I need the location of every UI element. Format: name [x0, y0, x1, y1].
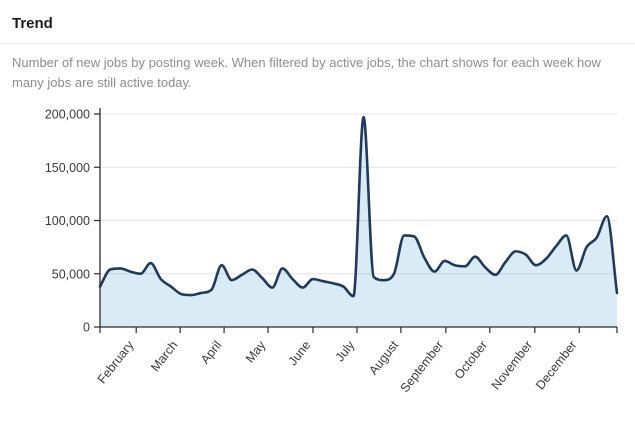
x-axis-label: August	[366, 338, 401, 378]
y-axis-label: 0	[83, 321, 90, 335]
divider	[0, 43, 635, 44]
page-title: Trend	[12, 15, 53, 32]
trend-line	[98, 115, 619, 298]
chart-description: Number of new jobs by posting week. When…	[12, 55, 601, 90]
y-axis-label: 200,000	[45, 108, 90, 122]
x-axis-label: April	[198, 338, 224, 366]
x-axis-label: May	[243, 338, 269, 366]
x-axis-label: September	[398, 338, 447, 395]
x-axis-label: December	[533, 338, 580, 392]
x-axis-label: February	[95, 338, 137, 387]
trend-chart: 0 50,000 100,000 150,000 200,000 February Marc…	[0, 101, 635, 425]
y-axis-label: 50,000	[52, 267, 90, 281]
x-axis-label: July	[333, 338, 358, 365]
x-axis-label: November	[489, 338, 536, 392]
x-axis-label: March	[148, 338, 180, 374]
x-axis-label: October	[452, 338, 490, 382]
y-axis-label: 150,000	[45, 161, 90, 175]
trend-chart-svg: 0 50,000 100,000 150,000 200,000 February Marc…	[45, 108, 619, 395]
x-axis-label: June	[286, 338, 314, 368]
y-axis-label: 100,000	[45, 214, 90, 228]
